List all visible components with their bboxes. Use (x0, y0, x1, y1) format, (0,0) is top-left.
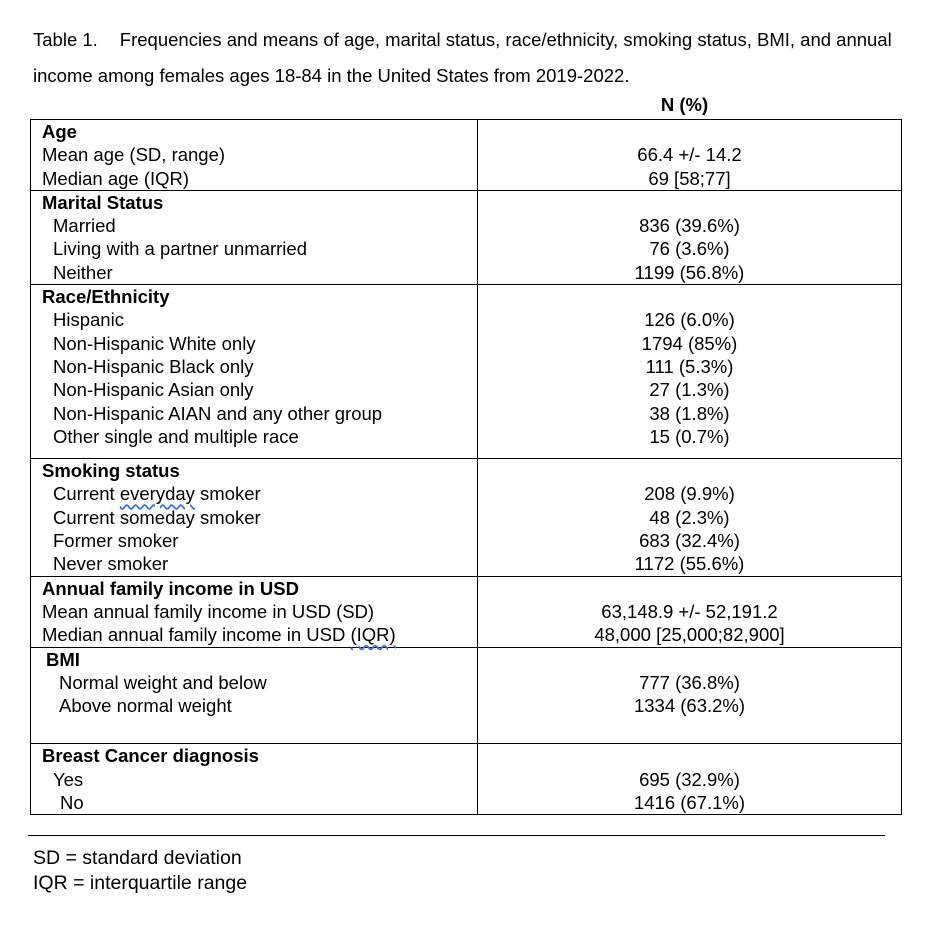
footnote: IQR = interquartile range (33, 872, 248, 894)
row-label: Non-Hispanic AIAN and any other group (53, 402, 383, 424)
row-label: Above normal weight (59, 695, 232, 717)
value-cell: 695 (32.9%) 1416 (67.1%) (477, 743, 902, 816)
value-cell: 126 (6.0%) 1794 (85%) 111 (5.3%) 27 (1.3… (477, 284, 902, 460)
row-label: Former smoker (53, 530, 179, 552)
row-label: Married (53, 215, 116, 237)
row-label: Mean annual family income in USD (SD) (42, 600, 375, 622)
label-cell: Race/Ethnicity Hispanic Non-Hispanic Whi… (30, 284, 478, 460)
row-label: Current everyday smoker (53, 483, 261, 505)
row-label: Other single and multiple race (53, 425, 299, 447)
row-label: Living with a partner unmarried (53, 238, 307, 260)
value-cell: 66.4 +/- 14.2 69 [58;77] (477, 119, 902, 191)
value-cell: 208 (9.9%) 48 (2.3%) 683 (32.4%) 1172 (5… (477, 458, 902, 577)
table-row: BMI Normal weight and below Above normal… (30, 646, 902, 745)
footnote-divider (28, 835, 885, 836)
row-value: 126 (6.0%) (644, 309, 735, 331)
row-label: Normal weight and below (59, 671, 267, 693)
row-label: Non-Hispanic Asian only (53, 379, 254, 401)
footnote: SD = standard deviation (33, 847, 242, 869)
column-header: N (%) (660, 94, 709, 115)
row-value: 48 (2.3%) (649, 506, 730, 528)
row-label: Hispanic (53, 309, 124, 331)
row-label: Current someday smoker (53, 506, 261, 528)
section-title-smoking: Smoking status (42, 460, 180, 482)
row-label: Yes (53, 768, 84, 790)
label-cell: Breast Cancer diagnosis Yes No (30, 743, 478, 816)
table-label: Table 1. (33, 29, 98, 50)
table-caption-text: Frequencies and means of age, marital st… (33, 29, 892, 86)
spellcheck-word: (IQR) (350, 624, 396, 646)
row-value: 111 (5.3%) (645, 355, 734, 377)
label-cell: Smoking status Current everyday smoker C… (30, 458, 478, 577)
spellcheck-word: everyday (119, 483, 195, 505)
table-row: Race/Ethnicity Hispanic Non-Hispanic Whi… (30, 284, 902, 460)
row-label: Mean age (SD, range) (42, 144, 226, 166)
frequency-table: Age Mean age (SD, range) Median age (IQR… (30, 119, 902, 816)
footnotes: SD = standard deviation IQR = interquart… (33, 846, 247, 896)
row-label: No (60, 792, 84, 814)
section-title-race: Race/Ethnicity (42, 286, 170, 308)
table-row: Annual family income in USD Mean annual … (30, 575, 902, 648)
label-cell: Annual family income in USD Mean annual … (30, 575, 478, 648)
table-row: Smoking status Current everyday smoker C… (30, 458, 902, 577)
section-title-breast-cancer: Breast Cancer diagnosis (42, 745, 259, 767)
value-cell: 777 (36.8%) 1334 (63.2%) (477, 646, 902, 745)
row-value: 208 (9.9%) (644, 483, 735, 505)
section-title-age: Age (42, 121, 77, 142)
row-value: 38 (1.8%) (649, 402, 730, 424)
row-value: 69 [58;77] (648, 167, 731, 189)
row-value: 777 (36.8%) (639, 671, 740, 693)
row-value: 1334 (63.2%) (633, 695, 746, 717)
label-cell: Age Mean age (SD, range) Median age (IQR… (30, 119, 478, 191)
section-title-income: Annual family income in USD (42, 577, 299, 599)
row-value: 683 (32.4%) (639, 530, 740, 552)
row-value: 695 (32.9%) (639, 768, 740, 790)
table-row: Marital Status Married Living with a par… (30, 189, 902, 286)
table-row: Age Mean age (SD, range) Median age (IQR… (30, 119, 902, 191)
row-value: 63,148.9 +/- 52,191.2 (601, 600, 778, 622)
row-value: 1794 (85%) (641, 332, 738, 354)
row-value: 15 (0.7%) (649, 425, 730, 447)
value-cell: 63,148.9 +/- 52,191.2 48,000 [25,000;82,… (477, 575, 902, 648)
row-label: Non-Hispanic White only (53, 332, 256, 354)
table-caption: Table 1. Frequencies and means of age, ma… (33, 22, 903, 94)
row-value: 66.4 +/- 14.2 (637, 144, 742, 166)
row-value: 1172 (55.6%) (634, 553, 745, 575)
section-title-bmi: BMI (46, 648, 80, 670)
row-value: 48,000 [25,000;82,900] (594, 624, 785, 646)
section-title-marital: Marital Status (42, 191, 164, 213)
row-label: Never smoker (53, 553, 169, 575)
table-row: Breast Cancer diagnosis Yes No 695 (32.9… (30, 743, 902, 816)
label-cell: BMI Normal weight and below Above normal… (30, 646, 478, 745)
row-value: 1199 (56.8%) (634, 261, 745, 283)
row-label: Median annual family income in USD (IQR) (42, 624, 396, 646)
row-value: 76 (3.6%) (649, 238, 730, 260)
row-label: Median age (IQR) (42, 167, 190, 189)
row-label: Non-Hispanic Black only (53, 355, 254, 377)
label-cell: Marital Status Married Living with a par… (30, 189, 478, 286)
value-cell: 836 (39.6%) 76 (3.6%) 1199 (56.8%) (477, 189, 902, 286)
row-value: 27 (1.3%) (649, 379, 730, 401)
row-value: 836 (39.6%) (639, 215, 740, 237)
row-label: Neither (53, 261, 113, 283)
row-value: 1416 (67.1%) (633, 792, 746, 814)
